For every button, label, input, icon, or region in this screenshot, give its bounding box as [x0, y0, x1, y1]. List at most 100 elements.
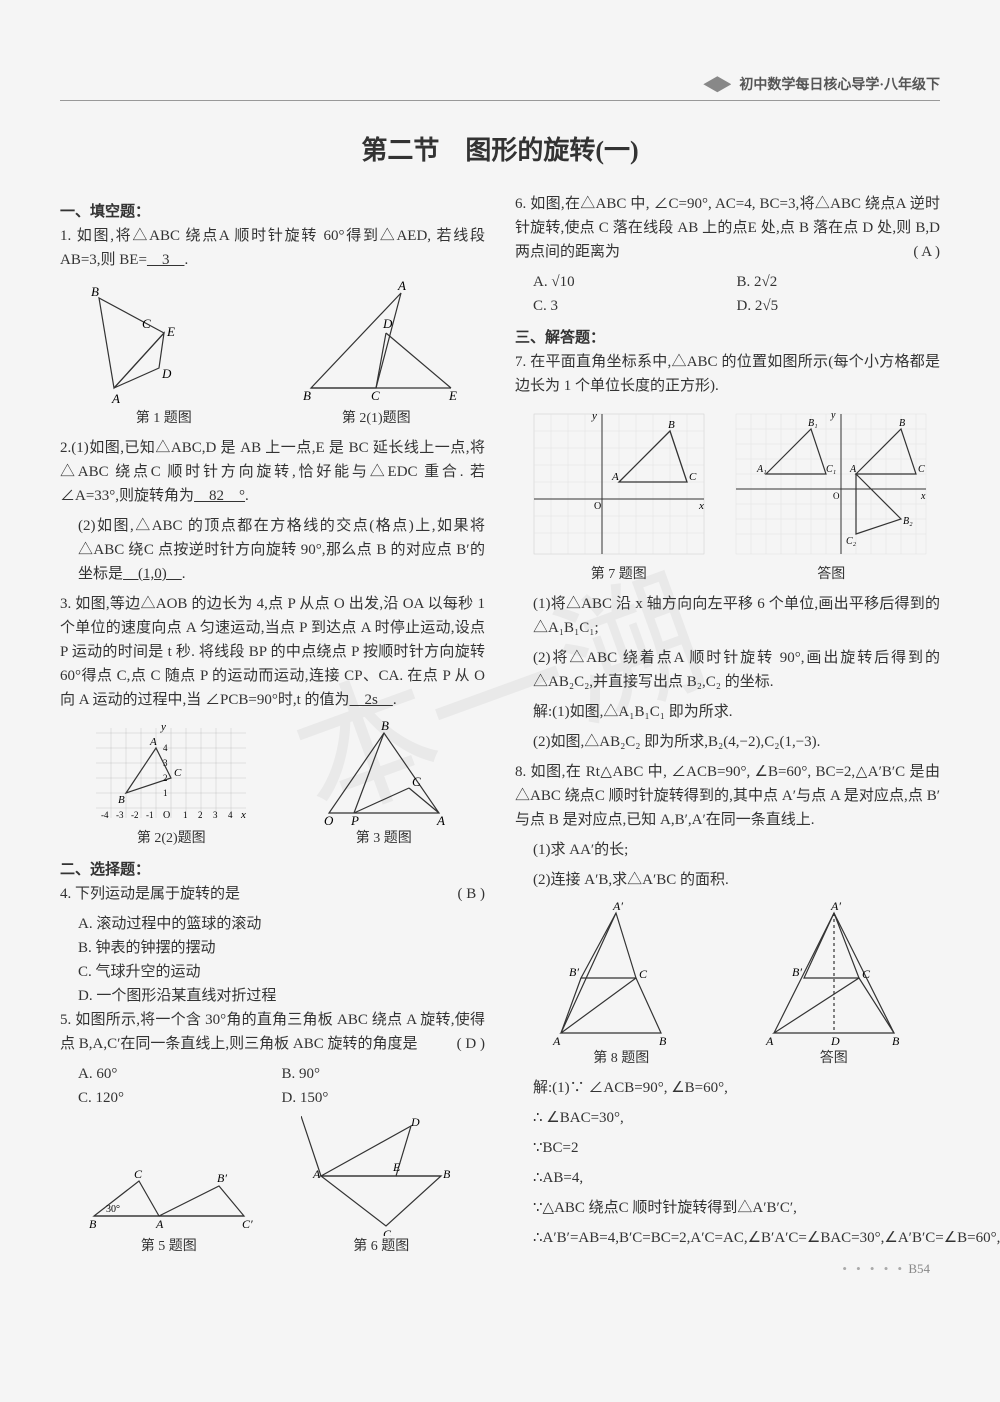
svg-text:B: B [91, 284, 99, 299]
svg-text:D: D [830, 1034, 840, 1048]
svg-text:-1: -1 [146, 810, 154, 820]
svg-text:C: C [412, 774, 421, 789]
section-title: 第二节 图形的旋转(一) [60, 130, 940, 172]
section-2-head: 二、选择题： [60, 858, 485, 882]
svg-text:A: A [436, 813, 445, 828]
q2-2-figure: x y A B C O 1234 -4-3-2-1 1234 [86, 718, 256, 828]
svg-text:A: A [765, 1034, 774, 1048]
q5-figure: B A C C′ B′ 30° [84, 1146, 254, 1236]
q4-opt-a: A. 滚动过程中的篮球的滚动 [78, 912, 485, 936]
q8-sol-l2: ∴ ∠BAC=30°, [515, 1106, 940, 1130]
q5-fig-label: 第 5 题图 [84, 1236, 254, 1258]
svg-text:O: O [594, 501, 601, 512]
svg-text:4: 4 [163, 743, 168, 753]
q3: 3. 如图,等边△AOB 的边长为 4,点 P 从点 O 出发,沿 OA 以每秒… [60, 592, 485, 712]
svg-text:x: x [698, 500, 704, 512]
q8-fig1-label: 第 8 题图 [541, 1048, 701, 1070]
q2-p2-answer: (1,0) [123, 566, 182, 582]
svg-text:x: x [240, 809, 246, 821]
q7-sol2: (2)如图,△AB₂C₂ 即为所求,B₂(4,−2),C₂(1,−3). [515, 730, 940, 754]
header-rule [60, 100, 940, 101]
q5-answer: ( D ) [457, 1032, 485, 1056]
q4-answer: ( B ) [458, 882, 486, 906]
svg-text:B₂: B₂ [903, 516, 913, 527]
q2-2-fig-label: 第 2(2)题图 [86, 828, 256, 850]
left-column: 一、填空题： 1. 如图,将△ABC 绕点A 顺时针旋转 60°得到△AED, … [60, 192, 485, 1265]
q6: 6. 如图,在△ABC 中, ∠C=90°, AC=4, BC=3,将△ABC … [515, 192, 940, 264]
q7: 7. 在平面直角坐标系中,△ABC 的位置如图所示(每个小方格都是边长为 1 个… [515, 350, 940, 398]
q1-fig-label: 第 1 题图 [84, 408, 244, 430]
svg-text:O: O [324, 813, 334, 828]
q4-opt-b: B. 钟表的钟摆的摆动 [78, 936, 485, 960]
svg-text:C: C [689, 471, 697, 483]
q8-sol-l6: ∴A′B′=AB=4,B′C=BC=2,A′C=AC,∠B′A′C=∠BAC=3… [515, 1226, 940, 1250]
q3-figure: O P A B C [309, 718, 459, 828]
q3-text: 3. 如图,等边△AOB 的边长为 4,点 P 从点 O 出发,沿 OA 以每秒… [60, 596, 485, 708]
svg-text:1: 1 [183, 810, 188, 820]
svg-text:C₁: C₁ [826, 464, 836, 475]
page-header: 初中数学每日核心导学·八年级下 [703, 75, 940, 97]
svg-text:E: E [166, 324, 175, 339]
svg-text:B: B [892, 1034, 900, 1048]
q7-figure-1: x y O A B C [524, 404, 714, 564]
page-number: • • • • • B54 [842, 1259, 930, 1280]
q2-p1-answer: 82 ° [194, 488, 245, 504]
svg-text:x: x [920, 491, 926, 502]
q6-text: 6. 如图,在△ABC 中, ∠C=90°, AC=4, BC=3,将△ABC … [515, 196, 940, 260]
q5: 5. 如图所示,将一个含 30°角的直角三角板 ABC 绕点 A 旋转,使得点 … [60, 1008, 485, 1056]
graduation-cap-icon [703, 76, 731, 96]
svg-text:C₂: C₂ [846, 536, 857, 547]
svg-text:A: A [149, 736, 157, 748]
svg-text:-3: -3 [116, 810, 124, 820]
svg-text:B: B [89, 1217, 97, 1231]
svg-text:O: O [163, 810, 170, 821]
svg-text:A: A [397, 278, 406, 293]
q3-answer: 2s [349, 692, 392, 708]
q7-p1: (1)将△ABC 沿 x 轴方向向左平移 6 个单位,画出平移后得到的△A₁B₁… [515, 592, 940, 640]
svg-text:2: 2 [163, 773, 168, 783]
q7-p2: (2)将△ABC 绕着点A 顺时针旋转 90°,画出旋转后得到的△AB₂C₂,并… [515, 646, 940, 694]
q8-sol-l3: ∵BC=2 [515, 1136, 940, 1160]
svg-text:3: 3 [213, 810, 218, 820]
svg-text:C: C [862, 967, 871, 981]
svg-text:B: B [443, 1167, 451, 1181]
q2-p1-text: 2.(1)如图,已知△ABC,D 是 AB 上一点,E 是 BC 延长线上一点,… [60, 440, 485, 504]
svg-text:P: P [350, 813, 359, 828]
fig-row-2: x y A B C O 1234 -4-3-2-1 1234 第 2(2)题图 [60, 718, 485, 850]
svg-text:B₁: B₁ [808, 418, 818, 429]
q1: 1. 如图,将△ABC 绕点A 顺时针旋转 60°得到△AED, 若线段 AB=… [60, 224, 485, 272]
q5-opt-b: B. 90° [282, 1062, 486, 1086]
q8-sol-l1: 解:(1)∵ ∠ACB=90°, ∠B=60°, [515, 1076, 940, 1100]
svg-text:E: E [448, 388, 457, 403]
fig-row-3: B A C C′ B′ 30° 第 5 题图 [60, 1116, 485, 1258]
page-dots: • • • • • [842, 1261, 905, 1276]
q1-answer: 3 [147, 252, 185, 268]
q2-1-fig-label: 第 2(1)题图 [291, 408, 461, 430]
svg-text:C′: C′ [242, 1217, 253, 1231]
svg-text:C: C [918, 464, 925, 475]
q4: 4. 下列运动是属于旋转的是 ( B ) [60, 882, 485, 906]
svg-text:C: C [639, 967, 648, 981]
q8-fig2-label: 答图 [754, 1048, 914, 1070]
svg-text:A: A [111, 391, 120, 406]
svg-text:B′: B′ [792, 965, 802, 979]
page-number-text: B54 [908, 1261, 930, 1276]
q4-text: 4. 下列运动是属于旋转的是 [60, 886, 240, 902]
svg-text:A: A [155, 1217, 164, 1231]
svg-text:D: D [161, 366, 172, 381]
q4-options: A. 滚动过程中的篮球的滚动 B. 钟表的钟摆的摆动 C. 气球升空的运动 D.… [60, 912, 485, 1008]
svg-text:y: y [830, 410, 836, 421]
svg-text:C: C [174, 767, 182, 779]
q8-p2: (2)连接 A′B,求△A′BC 的面积. [515, 868, 940, 892]
svg-text:B′: B′ [569, 965, 579, 979]
q6-opt-d: D. 2√5 [737, 294, 941, 318]
svg-text:B: B [118, 794, 125, 806]
q6-options: A. √10 B. 2√2 C. 3 D. 2√5 [515, 270, 940, 318]
svg-text:C: C [371, 388, 380, 403]
q6-opt-a: A. √10 [533, 270, 737, 294]
svg-text:-4: -4 [101, 810, 109, 820]
q6-opt-c: C. 3 [533, 294, 737, 318]
q8-p1: (1)求 AA′的长; [515, 838, 940, 862]
svg-text:A′: A′ [612, 899, 623, 913]
fig-row-1: A B E C D 第 1 题图 [60, 278, 485, 430]
